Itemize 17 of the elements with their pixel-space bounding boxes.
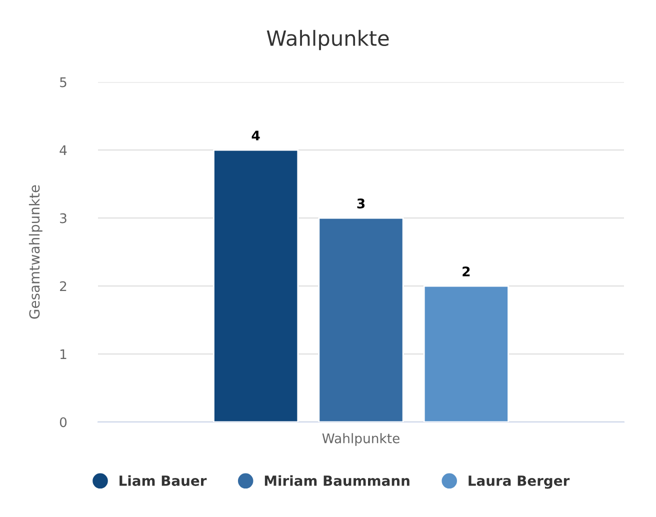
y-tick-label: 0 (60, 417, 67, 428)
y-tick-label: 1 (60, 349, 66, 360)
chart-title: Wahlpunkte (266, 30, 389, 50)
legend-label: Laura Berger (468, 476, 570, 489)
data-label: 4 (252, 130, 260, 140)
data-label: 3 (357, 198, 365, 208)
y-tick-label: 4 (60, 145, 67, 156)
y-tick-label: 2 (60, 281, 66, 292)
bar (423, 285, 509, 422)
bar (318, 217, 404, 422)
data-label: 2 (462, 266, 470, 276)
y-axis-title: Gesamtwahlpunkte (28, 185, 42, 319)
legend-label: Liam Bauer (120, 475, 207, 486)
legend-label: Miriam Baummann (264, 475, 410, 486)
y-tick-label: 3 (60, 213, 66, 224)
bar (213, 149, 299, 422)
y-tick-label: 5 (60, 77, 66, 88)
